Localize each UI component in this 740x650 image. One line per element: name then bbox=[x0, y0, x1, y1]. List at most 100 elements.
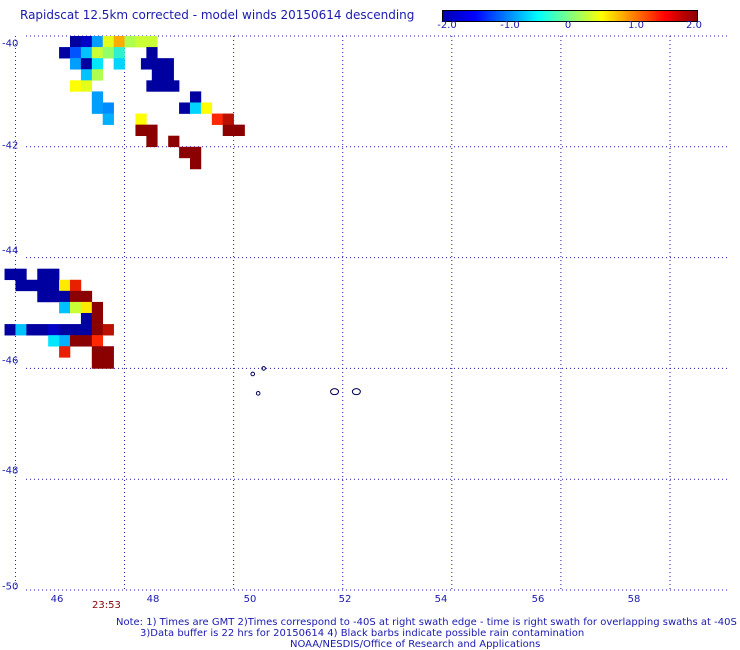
wind-cell bbox=[222, 124, 234, 137]
wind-cell bbox=[70, 58, 82, 70]
wind-cell bbox=[80, 335, 93, 347]
wind-cell bbox=[59, 301, 71, 314]
wind-cell bbox=[59, 290, 71, 303]
graticule bbox=[14, 35, 730, 591]
wind-cell bbox=[37, 324, 49, 336]
wind-cell bbox=[162, 69, 174, 81]
longitude-label: 48 bbox=[146, 594, 160, 605]
wind-cell bbox=[113, 47, 125, 59]
wind-cell bbox=[37, 290, 49, 303]
island-outlines bbox=[250, 366, 361, 396]
wind-cell bbox=[80, 324, 93, 336]
wind-cell bbox=[91, 69, 104, 81]
wind-cell bbox=[102, 102, 114, 114]
wind-cell bbox=[80, 80, 93, 92]
map-title: Rapidscat 12.5km corrected - model winds… bbox=[20, 8, 415, 22]
wind-cell bbox=[91, 335, 104, 347]
wind-cell bbox=[26, 324, 38, 336]
wind-cell bbox=[80, 36, 93, 48]
wind-cell bbox=[190, 91, 202, 103]
colorbar-tick-label: -1.0 bbox=[500, 20, 520, 31]
wind-cell bbox=[91, 313, 104, 325]
wind-cell bbox=[70, 324, 82, 336]
wind-cell bbox=[146, 124, 158, 137]
wind-cell bbox=[146, 47, 158, 59]
wind-cell bbox=[179, 102, 191, 114]
longitude-label: 56 bbox=[531, 594, 545, 605]
wind-cell bbox=[91, 47, 104, 59]
wind-cell bbox=[37, 279, 49, 292]
wind-cell bbox=[70, 290, 82, 303]
wind-cell bbox=[102, 36, 114, 48]
wind-cell bbox=[80, 290, 93, 303]
wind-cell bbox=[91, 301, 104, 314]
wind-cell bbox=[48, 335, 60, 347]
wind-cell bbox=[70, 279, 82, 292]
latitude-label: -44 bbox=[2, 245, 19, 257]
wind-cell bbox=[91, 102, 104, 114]
wind-cell bbox=[48, 290, 60, 303]
wind-cell bbox=[151, 69, 164, 81]
island-outline bbox=[330, 388, 340, 396]
colorbar bbox=[442, 10, 698, 22]
latitude-label: -48 bbox=[2, 465, 19, 477]
wind-cell bbox=[146, 80, 158, 92]
wind-cell bbox=[102, 47, 114, 59]
pass-time-label: 23:53 bbox=[92, 600, 121, 611]
island-outline bbox=[250, 371, 256, 377]
latitude-label: -42 bbox=[2, 140, 19, 152]
wind-cell bbox=[190, 102, 202, 114]
wind-cell bbox=[91, 357, 104, 369]
wind-cell bbox=[146, 36, 158, 48]
wind-cell bbox=[4, 324, 16, 336]
wind-cell bbox=[168, 135, 180, 148]
wind-cell bbox=[151, 58, 164, 70]
wind-cell bbox=[80, 301, 93, 314]
wind-cell bbox=[190, 146, 202, 159]
wind-cell bbox=[70, 301, 82, 314]
longitude-label: 52 bbox=[338, 594, 352, 605]
colorbar-tick-label: -2.0 bbox=[437, 20, 457, 31]
footer-note-line1: Note: 1) Times are GMT 2)Times correspon… bbox=[116, 617, 737, 628]
island-outline bbox=[351, 388, 361, 396]
wind-cell bbox=[190, 157, 202, 170]
wind-cell bbox=[113, 36, 125, 48]
wind-cell bbox=[135, 36, 147, 48]
wind-cell bbox=[70, 36, 82, 48]
wind-cell bbox=[162, 58, 174, 70]
wind-cell bbox=[70, 80, 82, 92]
island-outline bbox=[261, 366, 266, 371]
longitude-label: 54 bbox=[434, 594, 448, 605]
wind-cell bbox=[59, 346, 71, 358]
colorbar-tick-label: 0 bbox=[564, 20, 572, 31]
latitude-label: -50 bbox=[2, 581, 19, 593]
wind-cell bbox=[91, 36, 104, 48]
wind-cell bbox=[102, 113, 114, 125]
latitude-label: -46 bbox=[2, 355, 19, 367]
wind-cell bbox=[80, 47, 93, 59]
footer-credit: NOAA/NESDIS/Office of Research and Appli… bbox=[290, 639, 541, 650]
wind-cell bbox=[135, 124, 147, 137]
latitude-label: -40 bbox=[2, 38, 19, 50]
wind-cell bbox=[59, 47, 71, 59]
wind-cell bbox=[233, 124, 245, 137]
wind-cell bbox=[80, 313, 93, 325]
wind-cell bbox=[179, 146, 191, 159]
wind-cell bbox=[168, 80, 180, 92]
longitude-label: 58 bbox=[627, 594, 641, 605]
wind-cell bbox=[146, 135, 158, 148]
wind-cell bbox=[15, 279, 27, 292]
wind-cell bbox=[124, 36, 136, 48]
wind-cell bbox=[70, 47, 82, 59]
wind-cell bbox=[59, 324, 71, 336]
wind-cell bbox=[140, 58, 153, 70]
wind-cell bbox=[59, 335, 71, 347]
wind-cell bbox=[70, 335, 82, 347]
wind-cell bbox=[102, 357, 114, 369]
wind-cell bbox=[48, 279, 60, 292]
wind-cell bbox=[157, 80, 169, 92]
wind-cell bbox=[200, 102, 213, 114]
wind-cell bbox=[59, 279, 71, 292]
wind-cell bbox=[15, 268, 27, 281]
